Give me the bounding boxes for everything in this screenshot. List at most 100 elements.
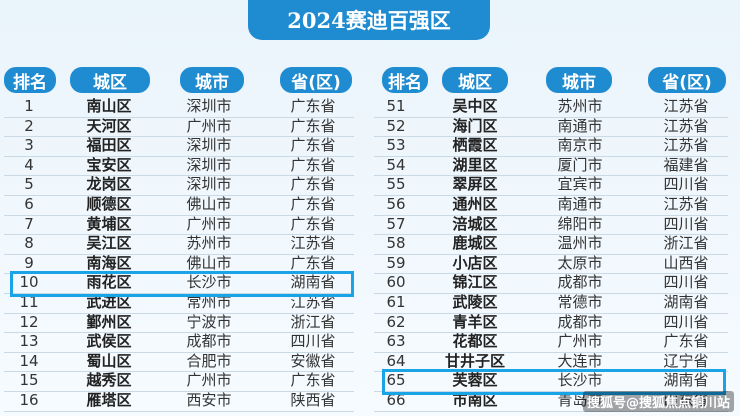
- row-divider: [374, 391, 728, 392]
- rank: 52: [386, 116, 406, 135]
- district: 宝安区: [86, 155, 132, 174]
- district: 南山区: [86, 97, 132, 115]
- district: 鄞州区: [86, 312, 132, 331]
- city: 南通市: [557, 195, 603, 213]
- province: 辽宁省: [663, 351, 709, 370]
- province: 湖南省: [290, 273, 336, 292]
- city: 温州市: [557, 234, 603, 253]
- district: 涪城区: [452, 214, 498, 233]
- district: 甘井子区: [444, 351, 505, 370]
- rank: 11: [19, 293, 39, 311]
- city: 深圳市: [186, 97, 232, 115]
- rank: 54: [386, 155, 406, 174]
- district: 芙蓉区: [452, 371, 498, 390]
- row-divider: [374, 253, 728, 255]
- province: 浙江省: [290, 312, 336, 331]
- city: 成都市: [557, 312, 603, 331]
- district: 龙岗区: [86, 175, 132, 194]
- row-divider: [4, 234, 354, 236]
- district: 青羊区: [452, 312, 498, 331]
- province: 江苏省: [663, 116, 709, 135]
- row-divider: [4, 293, 354, 294]
- rank: 56: [386, 195, 406, 213]
- district: 武进区: [86, 293, 132, 311]
- row-divider: [374, 312, 728, 314]
- city: 深圳市: [186, 155, 232, 174]
- city: 广州市: [186, 371, 232, 390]
- city: 长沙市: [557, 371, 603, 390]
- city: 南通市: [557, 116, 603, 135]
- rank: 9: [24, 253, 34, 272]
- row-divider: [4, 410, 354, 412]
- rank: 1: [24, 97, 34, 115]
- city: 苏州市: [557, 97, 603, 115]
- header-cell: 排名: [382, 67, 428, 93]
- province: 四川省: [663, 175, 709, 194]
- rank: 65: [386, 371, 406, 390]
- district: 武陵区: [452, 293, 498, 311]
- district: 黄埔区: [86, 214, 132, 233]
- row-divider: [4, 175, 354, 177]
- city: 宁波市: [186, 312, 232, 331]
- highlight-box: [10, 271, 354, 297]
- header-cell: 城市: [546, 67, 612, 93]
- row-divider: [4, 351, 354, 353]
- row-divider: [4, 253, 354, 255]
- rank: 64: [386, 351, 406, 370]
- district: 鹿城区: [452, 234, 498, 253]
- district: 吴中区: [452, 97, 498, 115]
- district: 湖里区: [452, 155, 498, 174]
- city: 长沙市: [186, 273, 232, 292]
- rank: 59: [386, 253, 406, 272]
- header-cell: 排名: [4, 67, 56, 93]
- province: 山东省: [663, 391, 709, 409]
- province: 湖南省: [663, 293, 709, 311]
- city: 宜宾市: [557, 175, 603, 194]
- city: 深圳市: [186, 175, 232, 194]
- province: 广东省: [290, 136, 336, 155]
- province: 广东省: [663, 332, 709, 351]
- province: 四川省: [663, 312, 709, 331]
- province: 四川省: [290, 332, 336, 351]
- province: 广东省: [290, 116, 336, 135]
- province: 广东省: [290, 155, 336, 174]
- province: 广东省: [290, 97, 336, 115]
- province: 广东省: [290, 195, 336, 213]
- row-divider: [374, 155, 728, 157]
- rank: 5: [24, 175, 34, 194]
- city: 成都市: [186, 332, 232, 351]
- rank: 15: [19, 371, 39, 390]
- district: 翠屏区: [452, 175, 498, 194]
- header-cell: 省(区): [280, 67, 352, 93]
- district: 武侯区: [86, 332, 132, 351]
- province: 江苏省: [663, 136, 709, 155]
- row-divider: [4, 155, 354, 157]
- district: 南海区: [86, 253, 132, 272]
- district: 小店区: [452, 253, 498, 272]
- rank: 61: [386, 293, 406, 311]
- header-cell: 城市: [180, 67, 244, 93]
- province: 陕西省: [290, 391, 336, 409]
- province: 四川省: [663, 214, 709, 233]
- city: 青岛市: [557, 391, 603, 409]
- district: 天河区: [86, 116, 132, 135]
- district: 顺德区: [86, 195, 132, 213]
- rank: 57: [386, 214, 406, 233]
- rank: 60: [386, 273, 406, 292]
- city: 南京市: [557, 136, 603, 155]
- province: 湖南省: [663, 371, 709, 390]
- highlight-box: [382, 369, 726, 395]
- row-divider: [4, 332, 354, 334]
- province: 江苏省: [290, 234, 336, 253]
- province: 福建省: [663, 155, 709, 174]
- city: 广州市: [557, 332, 603, 351]
- header-cell: 城区: [70, 67, 150, 93]
- province: 广东省: [290, 214, 336, 233]
- city: 广州市: [186, 116, 232, 135]
- title: 2024赛迪百强区: [248, 0, 490, 40]
- row-divider: [374, 116, 728, 118]
- rank: 62: [386, 312, 406, 331]
- district: 吴江区: [86, 234, 132, 253]
- rank: 53: [386, 136, 406, 155]
- province: 江苏省: [663, 195, 709, 213]
